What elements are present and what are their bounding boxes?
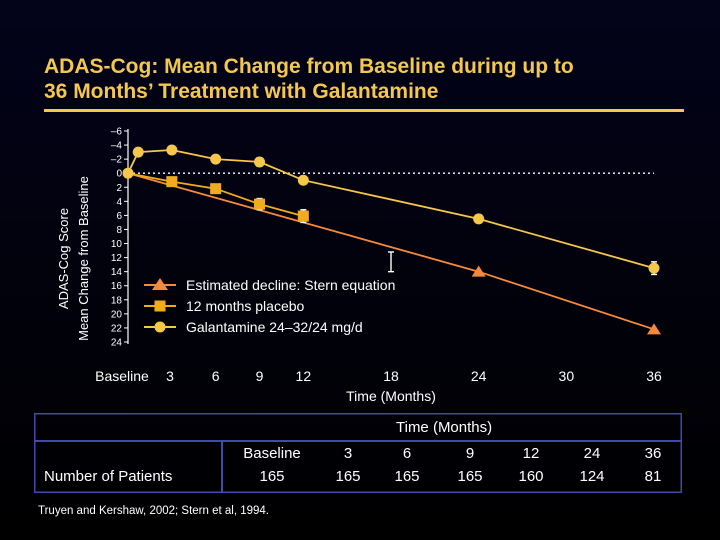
chart: ADAS-Cog Score Mean Change from Baseline –… [56, 127, 662, 405]
x-tick-label: 30 [559, 368, 575, 384]
x-tick-label: 9 [256, 368, 264, 384]
footnote: Truyen and Kershaw, 2002; Stern et al, 1… [38, 505, 269, 517]
data-point-circle [210, 153, 222, 165]
table-row-label: Number of Patients [44, 468, 173, 485]
title-underline [44, 109, 684, 112]
patients-table [34, 413, 682, 493]
x-tick-label: 18 [383, 368, 399, 384]
y-tick-label: –6 [111, 127, 123, 138]
table-time-cell: 9 [465, 445, 475, 462]
x-tick-label: Baseline [95, 368, 149, 384]
data-point-circle [132, 146, 144, 158]
y-axis-title: ADAS-Cog Score [56, 208, 71, 309]
table-time-cell: 6 [402, 445, 412, 462]
y-tick-label: 14 [111, 267, 123, 278]
table-time-cell: 3 [343, 445, 353, 462]
x-tick-label: 24 [471, 368, 487, 384]
x-tick-label: 12 [296, 368, 312, 384]
series-line [127, 172, 304, 217]
x-tick-label: 6 [212, 368, 220, 384]
slide-title: ADAS-Cog: Mean Change from Baseline duri… [44, 55, 574, 103]
data-point-circle [122, 167, 134, 179]
legend-label: 12 months placebo [186, 298, 305, 314]
y-tick-label: 24 [111, 338, 123, 349]
data-point-square [297, 210, 309, 222]
data-point-circle [473, 213, 485, 225]
y-tick-label: 0 [116, 169, 122, 180]
y-tick-label: 16 [111, 281, 123, 292]
table-n-cell: 165 [457, 468, 483, 485]
table-n-cell: 160 [518, 468, 544, 485]
table-n-cell: 165 [259, 468, 285, 485]
x-axis-title: Time (Months) [346, 388, 436, 404]
data-point-circle [166, 144, 178, 156]
data-point-square [166, 176, 178, 188]
y-tick-label: 20 [111, 309, 123, 320]
x-tick-label: 36 [646, 368, 662, 384]
data-point-circle [297, 174, 309, 186]
y-tick-label: 22 [111, 323, 123, 334]
y-tick-label: 10 [111, 239, 123, 250]
table-header: Time (Months) [396, 419, 493, 436]
y-tick-label: –2 [111, 155, 123, 166]
x-tick-label: 3 [166, 368, 174, 384]
data-point-triangle [647, 323, 661, 335]
legend-marker-square [154, 300, 166, 312]
y-tick-label: 12 [111, 253, 123, 264]
y-tick-label: 2 [116, 183, 122, 194]
y-tick-label: 4 [116, 197, 122, 208]
table-time-cell: 24 [583, 445, 601, 462]
y-tick-label: 18 [111, 295, 123, 306]
data-point-triangle [471, 265, 486, 277]
y-axis-title: Mean Change from Baseline [76, 176, 91, 341]
data-point-circle [254, 156, 265, 168]
table-time-cell: 12 [522, 445, 540, 462]
table-n-cell: 165 [394, 468, 420, 485]
legend-marker-circle [154, 321, 166, 333]
table-n-cell: 165 [335, 468, 361, 485]
legend-label: Estimated decline: Stern equation [186, 277, 395, 293]
y-tick-label: 8 [116, 225, 122, 236]
table-n-cell: 124 [579, 468, 605, 485]
series-line [127, 149, 655, 269]
y-tick-label: –4 [111, 141, 123, 152]
table-time-cell: 36 [644, 445, 662, 462]
data-point-square [210, 183, 222, 195]
y-tick-label: 6 [116, 211, 122, 222]
data-point-circle [648, 262, 660, 274]
legend-label: Galantamine 24–32/24 mg/d [186, 319, 363, 335]
table-n-cell: 81 [644, 468, 662, 485]
data-point-square [254, 198, 265, 210]
table-border [34, 413, 682, 493]
table-time-cell: Baseline [243, 445, 301, 462]
legend-marker-triangle [152, 278, 168, 290]
